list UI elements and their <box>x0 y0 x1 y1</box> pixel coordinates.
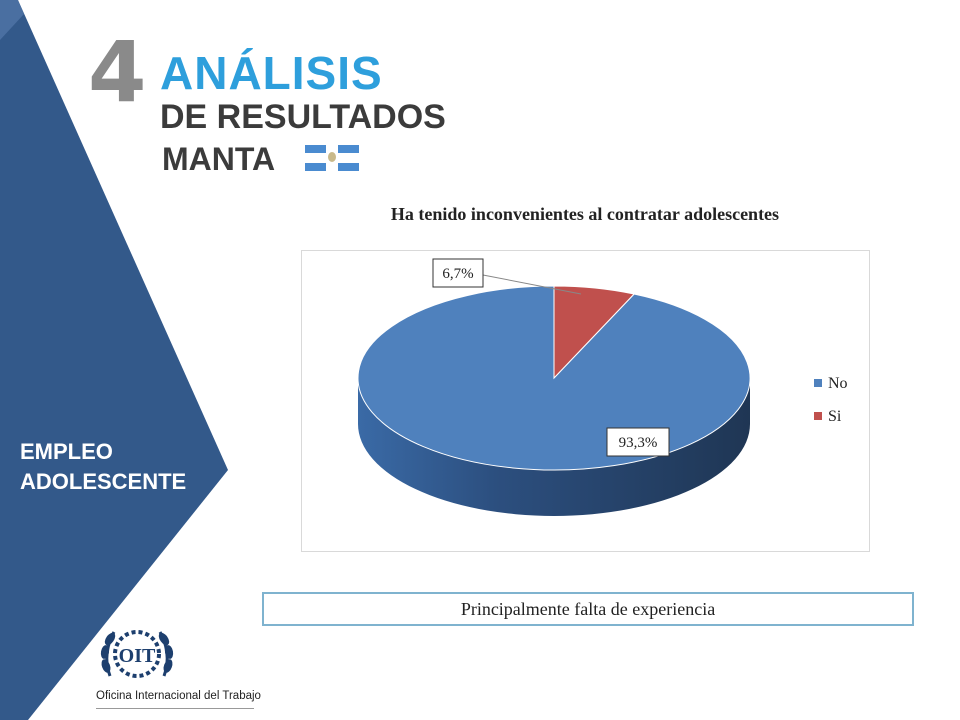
left-band-highlight <box>0 0 24 40</box>
legend-swatch-no <box>814 379 822 387</box>
leader-line-si <box>482 274 582 295</box>
legend-swatch-si <box>814 412 822 420</box>
section-label: EMPLEO ADOLESCENTE <box>20 437 186 497</box>
title-manta: MANTA <box>162 141 276 177</box>
flag-icon <box>305 145 359 171</box>
laurel-leaves-icon <box>100 632 174 673</box>
left-band <box>0 0 228 720</box>
data-label-box-no <box>606 427 670 457</box>
oit-logo: OIT <box>100 630 174 678</box>
data-label-si: 6,7% <box>442 266 473 282</box>
title-analisis: ANÁLISIS <box>160 47 383 99</box>
logo-text: OIT <box>119 645 156 667</box>
section-label-line1: EMPLEO <box>20 439 113 464</box>
legend-label-si: Si <box>828 408 842 425</box>
pie-side-wall <box>358 378 750 516</box>
chart-area: 93,3% 6,7% No Si <box>301 250 870 552</box>
section-label-line2: ADOLESCENTE <box>20 469 187 494</box>
chart-title: Ha tenido inconvenientes al contratar ad… <box>390 204 780 224</box>
section-number: 4 <box>88 23 147 121</box>
logo-caption: Oficina Internacional del Trabajo <box>96 690 261 702</box>
title-de-resultados: DE RESULTADOS <box>160 98 446 136</box>
pie-slice-si <box>553 285 636 380</box>
logo-divider <box>96 708 254 709</box>
note-box: Principalmente falta de experiencia <box>262 592 914 626</box>
data-label-box-si <box>432 258 484 288</box>
data-label-no: 93,3% <box>619 435 658 451</box>
pie-chart: 93,3% 6,7% No Si <box>357 258 848 516</box>
logo-gear-icon <box>113 630 161 678</box>
legend-label-no: No <box>828 375 848 392</box>
left-band-shape <box>0 0 228 720</box>
